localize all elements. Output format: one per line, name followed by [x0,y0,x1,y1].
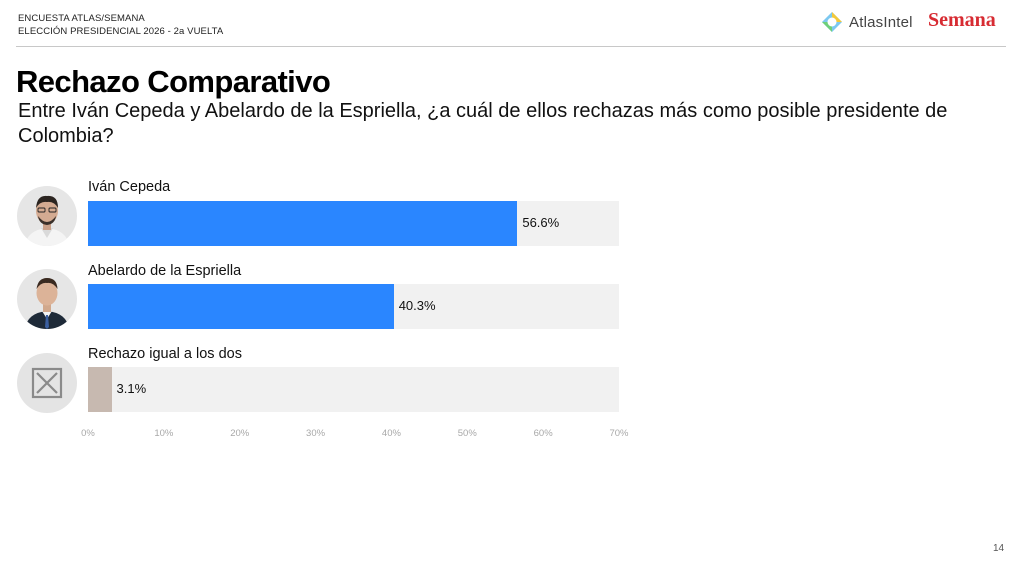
bar-abelardo [88,284,394,329]
survey-name: ENCUESTA ATLAS/SEMANA [18,13,145,24]
value-label-abelardo: 40.3% [398,298,436,313]
election-name: ELECCIÓN PRESIDENCIAL 2026 - 2a VUELTA [18,26,224,37]
header-divider [16,46,1006,47]
avatar-ivan-cepeda [17,186,77,246]
atlasintel-logo-icon [822,12,842,32]
x-tick-label: 0% [81,428,95,439]
bar-track: 3.1% [88,367,619,412]
bar-ivan-cepeda [88,201,518,246]
page-title: Rechazo Comparativo [16,64,331,99]
bar-track: 56.6% [88,201,619,246]
semana-logo: Semana [928,9,996,31]
x-tick-label: 40% [381,428,401,439]
x-tick-label: 60% [533,428,553,439]
atlasintel-logo-text: AtlasIntel [849,13,913,31]
page-subtitle: Entre Iván Cepeda y Abelardo de la Espri… [18,100,948,147]
x-tick-label: 20% [230,428,250,439]
x-box-icon [17,353,77,413]
bar-track: 40.3% [88,284,619,329]
person-photo-icon [17,186,77,246]
avatar-abelardo-de-la-espriella [17,269,77,329]
category-label-rechazo-igual: Rechazo igual a los dos [88,346,242,362]
bar-rechazo-igual [88,367,112,412]
x-tick-label: 10% [154,428,174,439]
avatar-rechazo-igual [17,353,77,413]
person-photo-icon [17,269,77,329]
value-label-ivan-cepeda: 56.6% [522,215,560,230]
x-tick-label: 50% [457,428,477,439]
value-label-rechazo-igual: 3.1% [116,381,147,396]
category-label-abelardo: Abelardo de la Espriella [88,263,242,279]
x-tick-label: 70% [609,428,629,439]
page-number: 14 [993,543,1005,554]
atlasintel-logo: AtlasIntel [820,10,913,34]
x-tick-label: 30% [306,428,326,439]
category-label-ivan-cepeda: Iván Cepeda [88,179,171,195]
survey-header: ENCUESTA ATLAS/SEMANA ELECCIÓN PRESIDENC… [18,12,223,38]
